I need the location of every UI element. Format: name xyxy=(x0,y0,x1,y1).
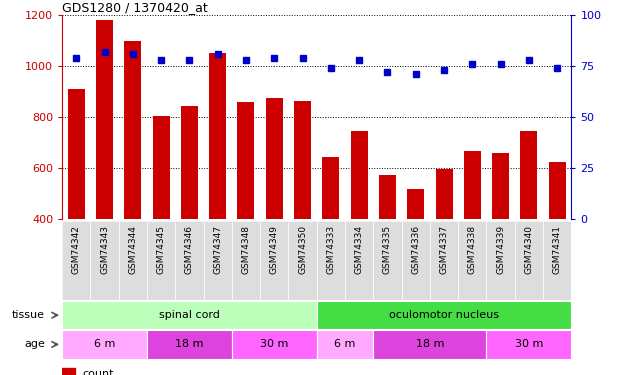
Bar xyxy=(317,221,345,300)
Bar xyxy=(62,330,147,358)
Text: GSM74337: GSM74337 xyxy=(440,225,448,274)
Bar xyxy=(181,106,198,322)
Text: 30 m: 30 m xyxy=(260,339,289,350)
Bar xyxy=(294,101,311,322)
Bar xyxy=(322,157,339,322)
Text: GSM74339: GSM74339 xyxy=(496,225,505,274)
Text: GSM74345: GSM74345 xyxy=(156,225,166,274)
Bar xyxy=(520,131,537,322)
Text: GSM74347: GSM74347 xyxy=(213,225,222,274)
Text: GSM74349: GSM74349 xyxy=(270,225,279,274)
Text: GSM74341: GSM74341 xyxy=(553,225,561,274)
Bar xyxy=(153,116,170,322)
Bar xyxy=(486,221,515,300)
Text: GSM74343: GSM74343 xyxy=(100,225,109,274)
Bar xyxy=(492,153,509,322)
Bar xyxy=(147,221,175,300)
Text: 6 m: 6 m xyxy=(94,339,116,350)
Bar xyxy=(68,89,84,322)
Bar xyxy=(379,175,396,322)
Bar xyxy=(345,221,373,300)
Bar xyxy=(373,221,402,300)
Text: GSM74348: GSM74348 xyxy=(242,225,250,274)
Bar xyxy=(351,131,368,322)
Bar xyxy=(147,330,232,358)
Bar xyxy=(407,189,424,322)
Text: oculomotor nucleus: oculomotor nucleus xyxy=(389,310,499,320)
Text: GDS1280 / 1370420_at: GDS1280 / 1370420_at xyxy=(62,1,208,14)
Bar xyxy=(549,162,566,322)
Text: 30 m: 30 m xyxy=(515,339,543,350)
Bar xyxy=(430,221,458,300)
Text: GSM74340: GSM74340 xyxy=(524,225,533,274)
Text: 18 m: 18 m xyxy=(415,339,444,350)
Bar xyxy=(62,368,75,375)
Bar xyxy=(260,221,288,300)
Bar xyxy=(288,221,317,300)
Text: spinal cord: spinal cord xyxy=(159,310,220,320)
Bar xyxy=(373,330,486,358)
Bar xyxy=(91,221,119,300)
Text: age: age xyxy=(24,339,45,350)
Text: GSM74335: GSM74335 xyxy=(383,225,392,274)
Text: GSM74338: GSM74338 xyxy=(468,225,477,274)
Bar xyxy=(402,221,430,300)
Bar xyxy=(175,221,204,300)
Bar xyxy=(486,330,571,358)
Bar xyxy=(237,102,255,322)
Bar xyxy=(317,301,571,329)
Bar xyxy=(435,169,453,322)
Text: GSM74346: GSM74346 xyxy=(185,225,194,274)
Bar xyxy=(62,301,317,329)
Text: count: count xyxy=(83,369,114,375)
Text: 18 m: 18 m xyxy=(175,339,204,350)
Bar xyxy=(543,221,571,300)
Bar xyxy=(515,221,543,300)
Text: GSM74336: GSM74336 xyxy=(411,225,420,274)
Text: GSM74334: GSM74334 xyxy=(355,225,364,274)
Bar xyxy=(266,98,283,322)
Bar xyxy=(232,221,260,300)
Bar xyxy=(62,221,91,300)
Text: GSM74342: GSM74342 xyxy=(72,225,81,274)
Text: 6 m: 6 m xyxy=(334,339,356,350)
Bar xyxy=(119,221,147,300)
Text: GSM74333: GSM74333 xyxy=(327,225,335,274)
Bar xyxy=(204,221,232,300)
Bar xyxy=(232,330,317,358)
Bar xyxy=(124,40,142,322)
Text: GSM74344: GSM74344 xyxy=(129,225,137,274)
Bar xyxy=(96,20,113,322)
Bar xyxy=(317,330,373,358)
Text: tissue: tissue xyxy=(12,310,45,320)
Bar xyxy=(209,53,226,322)
Text: GSM74350: GSM74350 xyxy=(298,225,307,274)
Bar xyxy=(464,151,481,322)
Bar xyxy=(458,221,486,300)
